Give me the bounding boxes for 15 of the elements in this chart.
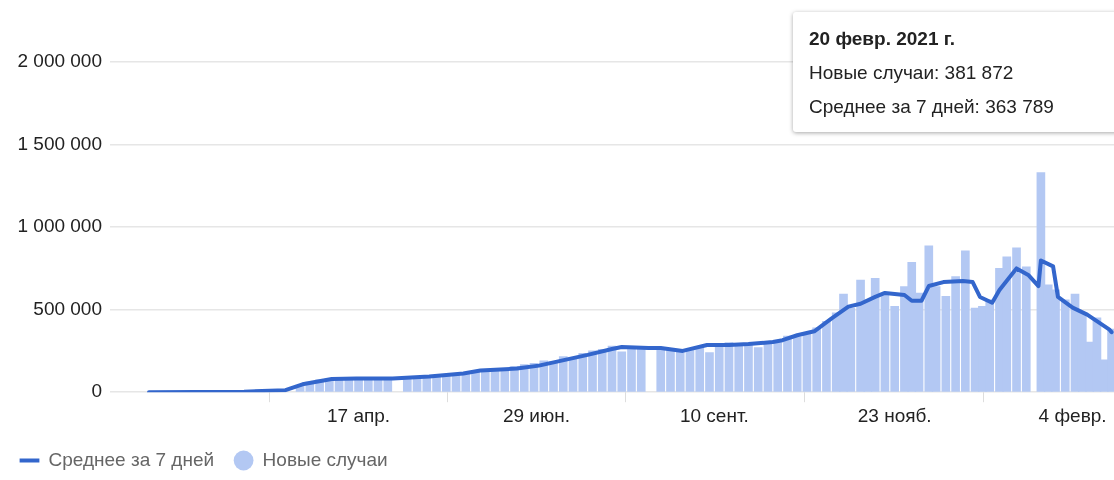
x-tick-label: 17 апр. <box>327 404 391 426</box>
annotation: Новые случаи: 381 872 <box>809 61 1015 85</box>
x-tick-label: 4 февр. <box>1038 404 1107 426</box>
x-tick-label: 10 сент. <box>679 404 749 426</box>
y-tick-label: 2 000 000 <box>17 50 102 72</box>
y-tick-label: 1 000 000 <box>17 215 102 237</box>
x-tick-label: 23 нояб. <box>857 404 932 426</box>
x-tick-label: 29 июн. <box>502 404 570 426</box>
legend-label: Среднее за 7 дней <box>48 448 215 470</box>
y-tick-label: 1 500 000 <box>17 132 102 154</box>
tooltip-card: 20 февр. 2021 г. Новые случаи: 381 872 Среднее за 7 дней: 363 789 <box>793 12 1114 132</box>
y-tick-label: 0 <box>91 380 102 402</box>
annotation: Среднее за 7 дней: 363 789 <box>809 95 1055 119</box>
legend-label: Новые случаи <box>262 448 388 470</box>
y-tick-label: 500 000 <box>33 297 102 319</box>
